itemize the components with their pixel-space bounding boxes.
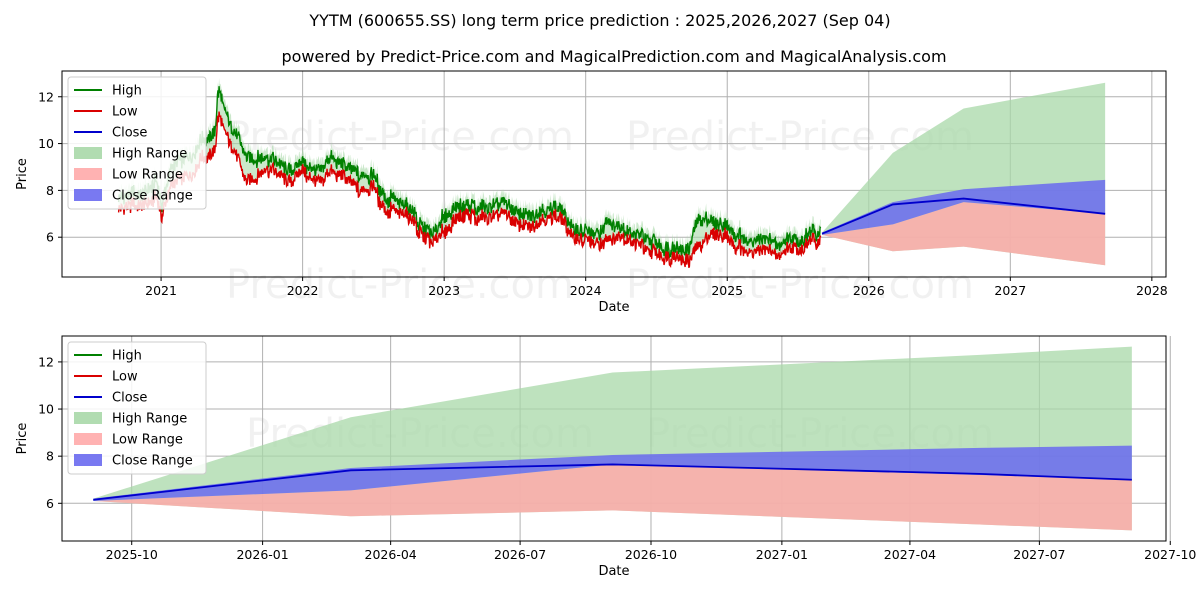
y-tick-label: 8 bbox=[46, 183, 54, 198]
legend-entry-label: High Range bbox=[112, 412, 187, 427]
x-tick-label: 2027 bbox=[994, 283, 1026, 298]
x-axis-label: Date bbox=[598, 564, 629, 579]
plot-area bbox=[117, 78, 1106, 269]
chart-subtitle: powered by Predict-Price.com and Magical… bbox=[281, 47, 946, 66]
chart-title: YYTM (600655.SS) long term price predict… bbox=[308, 11, 890, 30]
x-tick-label: 2021 bbox=[145, 283, 177, 298]
y-tick-label: 6 bbox=[46, 230, 54, 245]
legend-box bbox=[67, 341, 207, 475]
legend-entry-label: Close bbox=[112, 391, 147, 406]
x-tick-label: 2027-01 bbox=[756, 547, 808, 562]
legend-entry-label: Low bbox=[112, 370, 138, 385]
y-tick-label: 10 bbox=[38, 136, 54, 151]
x-tick-label: 2026-07 bbox=[494, 547, 546, 562]
y-tick-label: 10 bbox=[38, 402, 54, 417]
y-axis-label: Price bbox=[15, 423, 30, 455]
legend-patch-marker bbox=[74, 168, 102, 180]
bottom-chart-panel: Predict-Price.comPredict-Price.com2025-1… bbox=[15, 335, 1196, 579]
x-tick-label: 2025 bbox=[711, 283, 743, 298]
x-tick-label: 2025-10 bbox=[106, 547, 158, 562]
x-tick-label: 2024 bbox=[570, 283, 602, 298]
x-tick-label: 2027-10 bbox=[1144, 547, 1196, 562]
x-tick-label: 2027-07 bbox=[1013, 547, 1065, 562]
x-axis-label: Date bbox=[598, 300, 629, 315]
watermark-text: Predict-Price.com bbox=[226, 262, 574, 308]
legend-patch-marker bbox=[74, 189, 102, 201]
high-line bbox=[117, 86, 822, 260]
x-tick-label: 2026-04 bbox=[365, 547, 417, 562]
legend-entry-label: High Range bbox=[112, 147, 187, 162]
x-tick-label: 2026 bbox=[853, 283, 885, 298]
x-tick-label: 2027-04 bbox=[884, 547, 936, 562]
legend-entry-label: Close Range bbox=[112, 454, 193, 469]
low-range-band bbox=[822, 202, 1106, 266]
legend: High Low Close High Range Low Range Close Ran… bbox=[67, 341, 207, 475]
legend: High Low Close High Range Low Range Close Ran… bbox=[67, 76, 207, 210]
low-range-band bbox=[93, 464, 1132, 531]
x-tick-label: 2026-10 bbox=[625, 547, 677, 562]
legend-entry-label: Close bbox=[112, 126, 147, 141]
y-tick-label: 12 bbox=[38, 354, 54, 369]
close-line bbox=[821, 197, 1106, 235]
close-line bbox=[93, 463, 1132, 501]
legend-patch-marker bbox=[74, 147, 102, 159]
watermark-group: Predict-Price.com Predict-Price.com Predic… bbox=[226, 114, 974, 308]
close-range-band bbox=[822, 179, 1106, 235]
legend-patch-marker bbox=[74, 454, 102, 466]
legend-patch-marker bbox=[74, 433, 102, 445]
legend-box bbox=[67, 76, 207, 210]
close-range-band bbox=[93, 445, 1132, 501]
top-chart-panel: Predict-Price.com Predict-Price.com Predic… bbox=[15, 70, 1168, 315]
y-tick-label: 8 bbox=[46, 449, 54, 464]
legend-entry-label: Low Range bbox=[112, 168, 183, 183]
y-axis-label: Price bbox=[15, 158, 30, 190]
legend-entry-label: Low Range bbox=[112, 433, 183, 448]
legend-entry-label: Low bbox=[112, 105, 138, 120]
x-tick-label: 2022 bbox=[287, 283, 319, 298]
plot-area bbox=[93, 346, 1132, 531]
low-line bbox=[117, 111, 822, 269]
legend-entry-label: High bbox=[112, 84, 142, 99]
x-tick-label: 2023 bbox=[428, 283, 460, 298]
watermark-text: Predict-Price.com bbox=[226, 114, 574, 160]
x-tick-label: 2028 bbox=[1136, 283, 1168, 298]
watermark-text: Predict-Price.com bbox=[626, 262, 974, 308]
plot-frame bbox=[61, 70, 1167, 278]
y-tick-label: 12 bbox=[38, 89, 54, 104]
legend-patch-marker bbox=[74, 412, 102, 424]
y-tick-label: 6 bbox=[46, 496, 54, 511]
plot-frame bbox=[61, 335, 1167, 542]
legend-entry-label: High bbox=[112, 349, 142, 364]
legend-entry-label: Close Range bbox=[112, 189, 193, 204]
x-tick-label: 2026-01 bbox=[236, 547, 288, 562]
